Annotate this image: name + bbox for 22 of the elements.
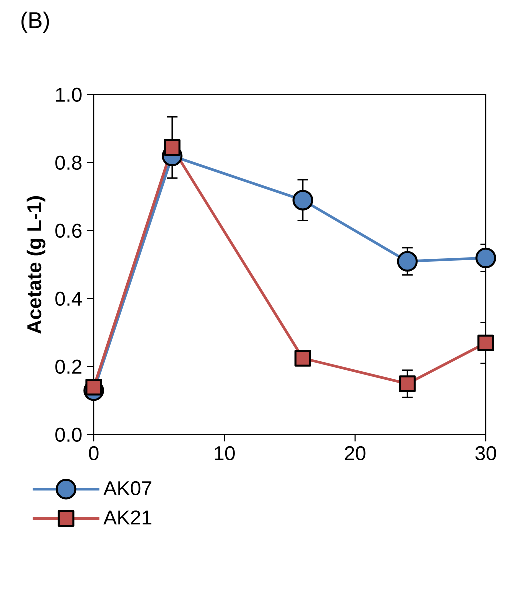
y-tick-label: 0.2 bbox=[56, 360, 82, 374]
y-tick-label: 1.0 bbox=[56, 88, 82, 102]
point bbox=[399, 376, 416, 392]
y-tick-label: 0.6 bbox=[56, 224, 82, 238]
point bbox=[86, 379, 102, 396]
x-tick-label: 30 bbox=[476, 446, 496, 461]
x-tick-label: 10 bbox=[215, 446, 235, 461]
point bbox=[397, 251, 418, 272]
chart-title: (B) bbox=[22, 12, 50, 33]
y-tick-label: 0.4 bbox=[56, 292, 82, 306]
legend-label: AK21 bbox=[104, 510, 152, 525]
legend-label: AK07 bbox=[104, 481, 152, 496]
point bbox=[294, 350, 312, 367]
point bbox=[292, 190, 314, 211]
x-tick-label: 20 bbox=[345, 446, 366, 461]
y-axis-title: Acetate (g L-1) bbox=[26, 196, 46, 334]
y-tick-label: 0.0 bbox=[56, 428, 82, 442]
point bbox=[476, 248, 496, 269]
x-tick-label: 0 bbox=[89, 446, 99, 461]
point bbox=[478, 334, 494, 352]
point bbox=[164, 139, 181, 156]
y-tick-label: 0.8 bbox=[56, 156, 82, 170]
